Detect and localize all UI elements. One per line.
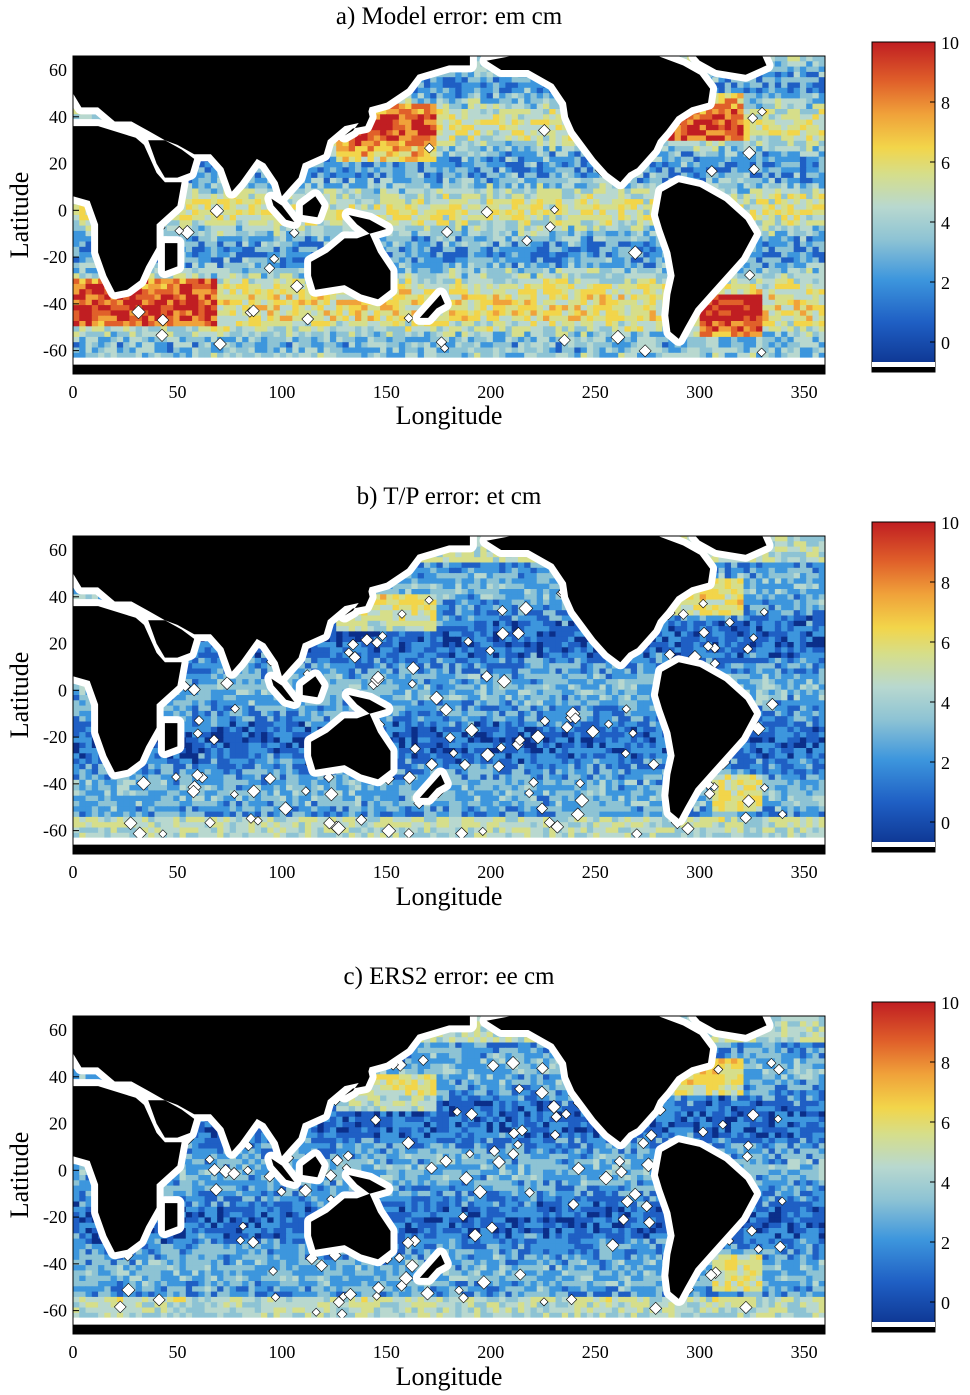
colorbar-tick-label: 0 (941, 813, 950, 833)
y-tick-label: -20 (43, 247, 67, 267)
y-tick-label: 40 (49, 587, 67, 607)
plot-frame (72, 1015, 826, 1335)
plot-frame (72, 55, 826, 375)
y-tick-label: -40 (43, 1254, 67, 1274)
x-tick-label: 200 (477, 862, 504, 882)
colorbar: 10 8 6 4 2 0 (871, 513, 959, 853)
y-tick-label: -20 (43, 1207, 67, 1227)
y-tick-label: 40 (49, 107, 67, 127)
x-tick-label: 150 (373, 1342, 400, 1362)
land-mask (66, 529, 832, 861)
x-tick-label: 0 (69, 382, 78, 402)
x-tick-label: 0 (69, 1342, 78, 1362)
x-tick-label: 150 (373, 382, 400, 402)
colorbar-tick-label: 0 (941, 1293, 950, 1313)
x-axis-label: Longitude (396, 882, 503, 911)
x-tick-label: 200 (477, 382, 504, 402)
x-tick-label: 250 (582, 1342, 609, 1362)
y-tick-label: 40 (49, 1067, 67, 1087)
x-tick-label: 350 (791, 862, 818, 882)
panel-title: a) Model error: em cm (336, 3, 563, 30)
y-tick-label: 20 (49, 154, 67, 174)
colorbar-tick-label: 6 (941, 153, 950, 173)
y-axis-label: Latitude (5, 1132, 34, 1219)
x-tick-label: 150 (373, 862, 400, 882)
colorbar-tick-label: 8 (941, 93, 950, 113)
colorbar-tick-label: 8 (941, 573, 950, 593)
plot-frame (72, 535, 826, 855)
y-tick-label: 0 (58, 200, 67, 220)
colorbar-tick-label: 2 (941, 753, 950, 773)
y-tick-label: 0 (58, 680, 67, 700)
colorbar: 10 8 6 4 2 0 (871, 33, 959, 373)
y-tick-label: 60 (49, 1020, 67, 1040)
map-panel-1: a) Model error: em cm0 50 100 150 200 250 300 3… (0, 3, 959, 430)
x-tick-label: 200 (477, 1342, 504, 1362)
x-tick-label: 50 (168, 862, 186, 882)
y-tick-label: 0 (58, 1160, 67, 1180)
colorbar-tick-label: 2 (941, 1233, 950, 1253)
x-axis-label: Longitude (396, 1362, 503, 1391)
colorbar-tick-label: 4 (941, 1173, 950, 1193)
x-tick-label: 100 (268, 862, 295, 882)
x-tick-label: 250 (582, 382, 609, 402)
x-tick-label: 300 (686, 862, 713, 882)
x-tick-label: 350 (791, 382, 818, 402)
colorbar-tick-label: 10 (941, 513, 959, 533)
colorbar-tick-label: 2 (941, 273, 950, 293)
colorbar-tick-label: 4 (941, 693, 950, 713)
map-panel-3: c) ERS2 error: ee cm0 50 100 150 200 250 300 35… (0, 963, 959, 1391)
y-tick-label: -40 (43, 774, 67, 794)
y-tick-label: 20 (49, 634, 67, 654)
colorbar-tick-label: 6 (941, 1113, 950, 1133)
panel-title: c) ERS2 error: ee cm (343, 963, 555, 990)
colorbar-tick-label: 6 (941, 633, 950, 653)
y-tick-label: -60 (43, 1301, 67, 1321)
colorbar-tick-label: 10 (941, 993, 959, 1013)
x-tick-label: 50 (168, 382, 186, 402)
colorbar: 10 8 6 4 2 0 (871, 993, 959, 1333)
panel-title: b) T/P error: et cm (357, 483, 542, 510)
x-tick-label: 100 (268, 382, 295, 402)
x-tick-label: 350 (791, 1342, 818, 1362)
y-tick-label: 60 (49, 540, 67, 560)
y-tick-label: 60 (49, 60, 67, 80)
colorbar-tick-label: 10 (941, 33, 959, 53)
x-tick-label: 0 (69, 862, 78, 882)
x-tick-label: 50 (168, 1342, 186, 1362)
x-tick-label: 250 (582, 862, 609, 882)
y-tick-label: -40 (43, 294, 67, 314)
y-tick-label: 20 (49, 1114, 67, 1134)
land-mask (66, 1009, 832, 1341)
y-axis-label: Latitude (5, 652, 34, 739)
y-tick-label: -20 (43, 727, 67, 747)
map-panel-2: b) T/P error: et cm0 50 100 150 200 250 300 350… (0, 483, 959, 911)
x-tick-label: 300 (686, 382, 713, 402)
colorbar-tick-label: 4 (941, 213, 950, 233)
x-tick-label: 100 (268, 1342, 295, 1362)
x-axis-label: Longitude (396, 401, 503, 430)
y-tick-label: -60 (43, 821, 67, 841)
y-tick-label: -60 (43, 341, 67, 361)
y-axis-label: Latitude (5, 172, 34, 259)
colorbar-tick-label: 8 (941, 1053, 950, 1073)
colorbar-tick-label: 0 (941, 333, 950, 353)
x-tick-label: 300 (686, 1342, 713, 1362)
